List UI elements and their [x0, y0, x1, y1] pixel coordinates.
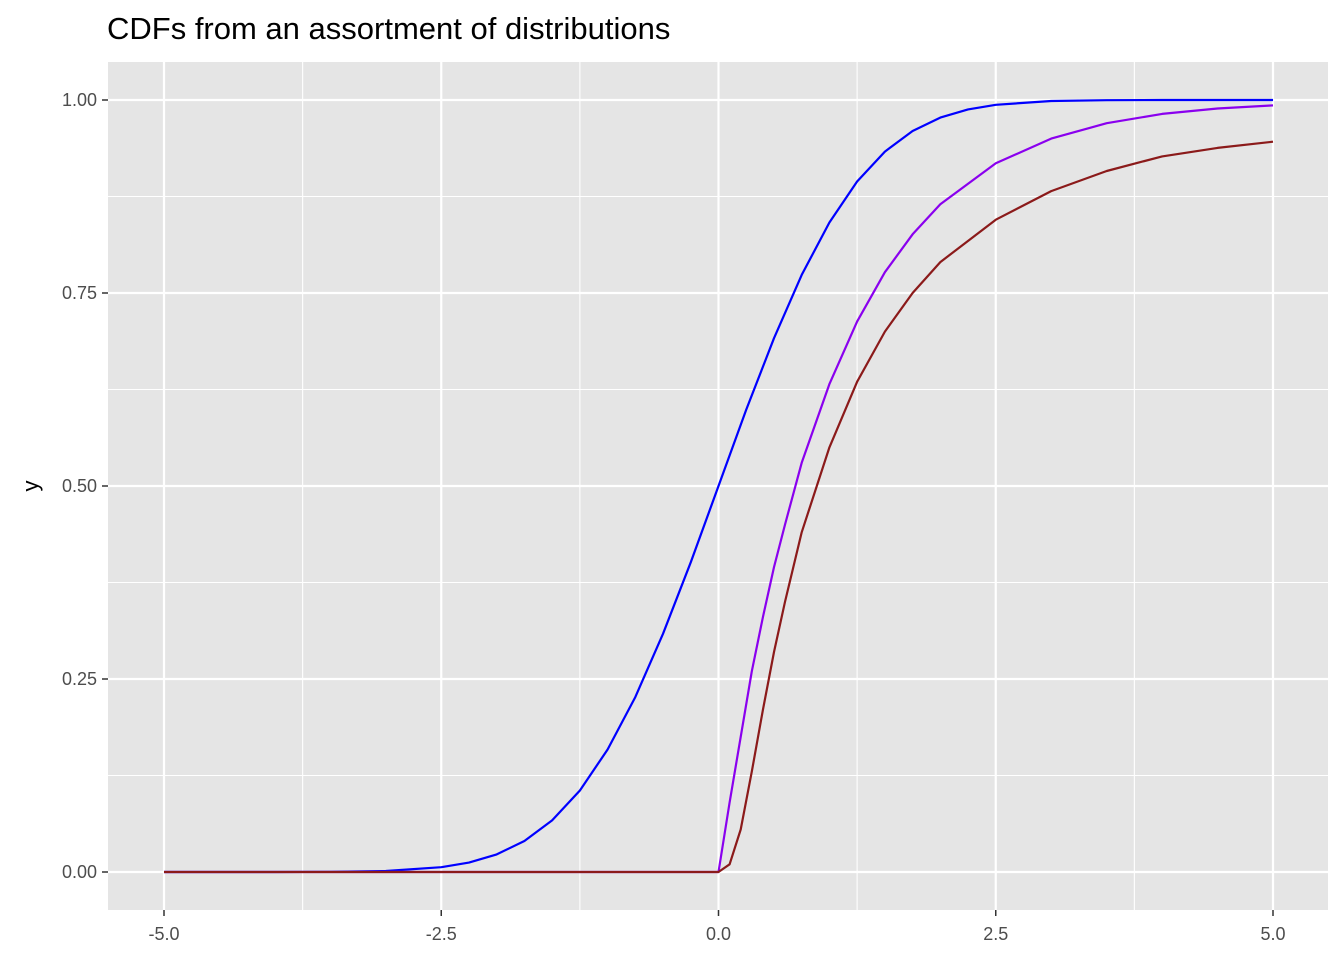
series-line-2: [164, 104, 1274, 874]
series-lines: [164, 98, 1274, 874]
y-tick-label: 0.50: [62, 476, 97, 496]
x-tick-label: 2.5: [983, 924, 1008, 944]
series-line-3: [164, 140, 1274, 874]
x-tick-label: 5.0: [1260, 924, 1285, 944]
y-tick-label: 1.00: [62, 90, 97, 110]
y-axis: 0.00 0.25 0.50 0.75 1.00: [62, 90, 108, 882]
y-tick-label: 0.00: [62, 862, 97, 882]
x-tick-label: -5.0: [148, 924, 179, 944]
y-tick-label: 0.75: [62, 283, 97, 303]
series-line-1: [164, 98, 1273, 874]
x-tick-label: 0.0: [706, 924, 731, 944]
x-tick-label: -2.5: [426, 924, 457, 944]
chart-title: CDFs from an assortment of distributions: [107, 11, 670, 46]
x-axis: -5.0 -2.5 0.0 2.5 5.0: [148, 910, 1286, 944]
y-tick-label: 0.25: [62, 669, 97, 689]
y-axis-title: y: [18, 481, 43, 492]
